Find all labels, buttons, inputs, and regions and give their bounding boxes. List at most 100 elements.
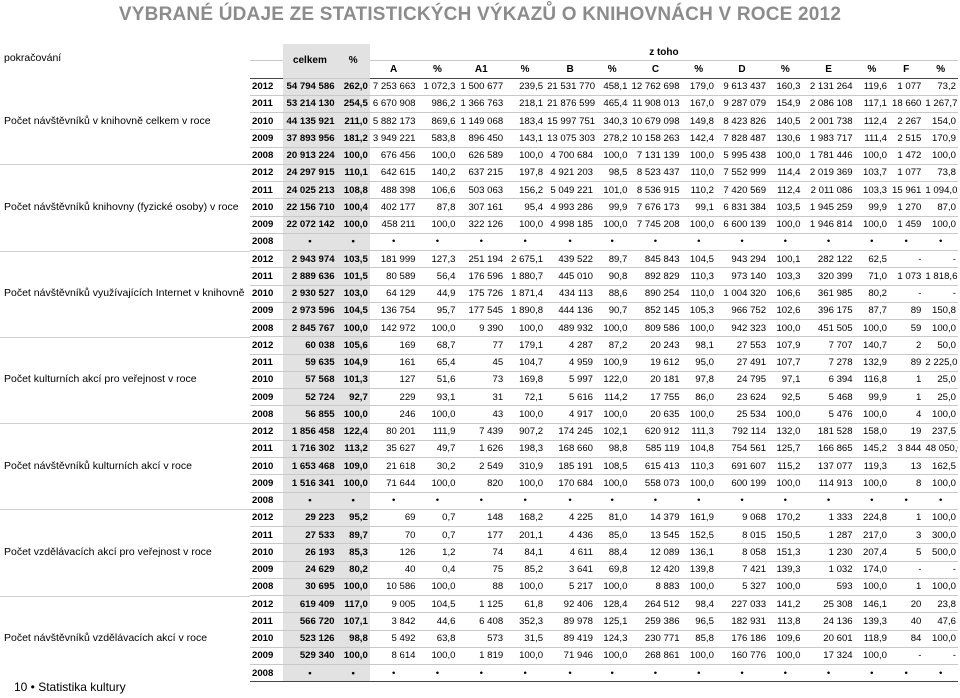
value-cell: 340,3 xyxy=(595,112,630,131)
year-cell: 2009 xyxy=(250,647,284,666)
value-cell: 75 xyxy=(457,561,506,579)
value-cell: 109,0 xyxy=(336,457,370,476)
subheader-2: A1 xyxy=(457,60,506,79)
value-cell: 100,0 xyxy=(595,474,630,493)
value-cell: 5 882 173 xyxy=(369,112,418,131)
value-cell: 100,0 xyxy=(768,147,803,165)
year-cell: 2008 xyxy=(250,664,284,683)
value-cell: 59 635 xyxy=(283,354,337,372)
year-cell: 2012 xyxy=(250,164,284,183)
value-cell: 104,8 xyxy=(681,440,716,459)
value-cell: 402 177 xyxy=(369,198,418,217)
value-cell: 5 995 438 xyxy=(715,147,769,165)
value-cell: 100,0 xyxy=(768,578,803,597)
value-cell: 2 019 369 xyxy=(802,164,855,183)
value-cell: 49,7 xyxy=(417,440,458,459)
value-cell: 20 243 xyxy=(629,336,682,355)
value-cell: 119,3 xyxy=(854,457,889,476)
value-cell: 103,5 xyxy=(768,198,803,217)
table-row: 2012 619 409 117,0 9 005 104,5 1 125 61,8 92 40… xyxy=(250,595,958,614)
value-cell: 869,6 xyxy=(417,112,458,131)
value-cell: 1 653 468 xyxy=(283,457,337,476)
value-cell: 80,2 xyxy=(854,285,889,303)
value-cell: 31 xyxy=(457,388,506,407)
value-cell: 114 913 xyxy=(802,474,855,493)
value-cell: 127 xyxy=(369,371,418,390)
value-cell: 100,0 xyxy=(505,647,546,666)
year-cell: 2010 xyxy=(250,543,284,562)
value-cell: 100,4 xyxy=(336,198,370,217)
page-title: VYBRANÉ ÚDAJE ZE STATISTICKÝCH VÝKAZŮ O … xyxy=(118,4,842,25)
value-cell: 97,8 xyxy=(681,371,716,390)
group-divider xyxy=(0,337,250,338)
value-cell: 523 126 xyxy=(283,630,337,648)
value-cell: 15 997 751 xyxy=(545,112,596,131)
value-cell: • xyxy=(505,233,546,252)
value-cell: 100,0 xyxy=(854,405,889,424)
value-cell: 140,7 xyxy=(854,336,889,355)
group-divider xyxy=(0,596,250,597)
value-cell: 444 136 xyxy=(545,302,596,321)
value-cell: - xyxy=(923,561,958,579)
value-cell: 21 618 xyxy=(369,457,418,476)
row-group-label: Počet návštěvníků kulturních akcí v roce xyxy=(4,459,192,472)
value-cell: 100,0 xyxy=(505,578,546,597)
value-cell: 89 419 xyxy=(545,630,596,648)
value-cell: 973 140 xyxy=(715,267,769,286)
value-cell: 12 089 xyxy=(629,543,682,562)
value-cell: • xyxy=(715,664,769,683)
row-group-label: Počet návštěvníků vzdělávacích akcí v ro… xyxy=(4,631,208,644)
value-cell: 246 xyxy=(369,405,418,424)
table-row: 2008 20 913 224 100,0 676 456 100,0 626 589 10… xyxy=(250,147,958,165)
value-cell: 310,9 xyxy=(505,457,546,476)
table-row: 2010 57 568 101,3 127 51,6 73 169,8 5 997 122,0 2… xyxy=(250,371,958,390)
value-cell: 113,8 xyxy=(768,612,803,631)
table-row: 2009 22 072 142 100,0 458 211 100,0 322 126 10… xyxy=(250,216,958,234)
value-cell: 103,7 xyxy=(854,164,889,183)
value-cell: - xyxy=(889,647,924,666)
value-cell: 573 xyxy=(457,630,506,648)
value-cell: 4 959 xyxy=(545,354,596,372)
value-cell: 434 113 xyxy=(545,285,596,303)
table-row: 2012 2 943 974 103,5 181 999 127,3 251 194 2 6… xyxy=(250,250,958,269)
value-cell: 29 223 xyxy=(283,509,337,528)
value-cell: 122,4 xyxy=(336,423,370,441)
value-cell: 87,8 xyxy=(417,198,458,217)
value-cell: 7 131 139 xyxy=(629,147,682,165)
value-cell: 5 616 xyxy=(545,388,596,407)
value-cell: 100,9 xyxy=(595,354,630,372)
year-cell: 2009 xyxy=(250,474,284,493)
value-cell: 116,8 xyxy=(854,371,889,390)
value-cell: 439 522 xyxy=(545,250,596,269)
value-cell: 69,8 xyxy=(595,561,630,579)
value-cell: 61,8 xyxy=(505,595,546,614)
subheader-5: % xyxy=(595,60,630,79)
value-cell: 45 xyxy=(457,354,506,372)
value-cell: - xyxy=(889,285,924,303)
value-cell: • xyxy=(595,664,630,683)
value-cell: 0,7 xyxy=(417,509,458,528)
value-cell: 100,0 xyxy=(923,578,958,597)
value-cell: 136,1 xyxy=(681,543,716,562)
value-cell: 15 961 xyxy=(889,181,924,200)
value-cell: 1 072,3 xyxy=(417,78,458,96)
value-cell: 69 xyxy=(369,509,418,528)
value-cell: 59 xyxy=(889,319,924,338)
value-cell: 100,0 xyxy=(681,578,716,597)
statistics-table: celkem % z toho A% A1% B% C% D% E% F% 2012 54 7… xyxy=(250,44,958,683)
value-cell: 99,9 xyxy=(854,388,889,407)
value-cell: • xyxy=(854,492,889,510)
value-cell: 4 917 xyxy=(545,405,596,424)
value-cell: 1 945 259 xyxy=(802,198,855,217)
value-cell: 7 552 999 xyxy=(715,164,769,183)
value-cell: 68,7 xyxy=(417,336,458,355)
subheader-7: % xyxy=(681,60,716,79)
value-cell: 51,6 xyxy=(417,371,458,390)
value-cell: 4 700 684 xyxy=(545,147,596,165)
value-cell: 585 119 xyxy=(629,440,682,459)
value-cell: 24 136 xyxy=(802,612,855,631)
value-cell: 600 199 xyxy=(715,474,769,493)
value-cell: 177 xyxy=(457,526,506,545)
value-cell: 100,0 xyxy=(595,216,630,234)
value-cell: 2 011 086 xyxy=(802,181,855,200)
